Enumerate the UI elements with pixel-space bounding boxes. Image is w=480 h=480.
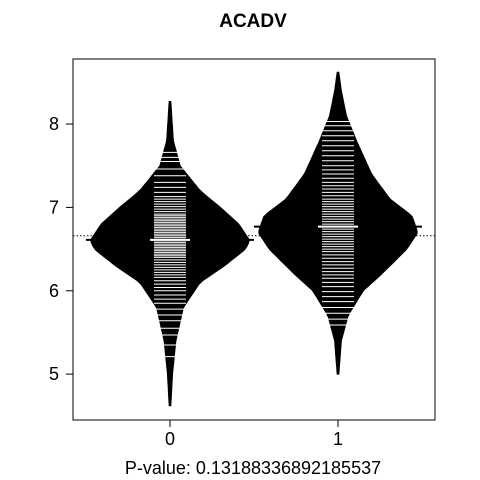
axes: 0 1 5 6 7 8 [49,114,343,449]
x-tick-label-0: 0 [165,429,175,449]
chart-title: ACADV [219,11,287,32]
y-tick-label-7: 7 [49,197,59,217]
x-tick-label-1: 1 [333,429,343,449]
x-axis-label: P-value: 0.13188336892185537 [125,458,381,478]
plot-frame [72,58,436,421]
y-tick-label-8: 8 [49,114,59,134]
bean-1 [258,71,418,375]
y-tick-label-6: 6 [49,281,59,301]
y-tick-label-5: 5 [49,364,59,384]
plot-area [73,71,435,407]
